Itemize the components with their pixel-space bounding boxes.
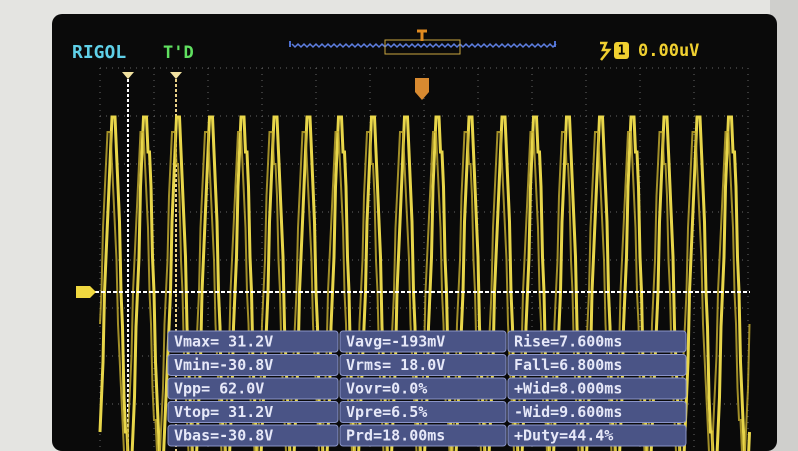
trigger-edge-icon <box>600 41 612 61</box>
measurement-cell <box>507 401 687 423</box>
measurement-cell <box>339 377 507 400</box>
measurement-cell <box>167 377 339 400</box>
measurement-text: Fall=6.800ms <box>514 356 622 374</box>
measurement-cell <box>167 354 339 376</box>
measurement-cell <box>167 424 339 447</box>
memory-bar <box>291 42 557 49</box>
trigger-pos-marker <box>417 29 427 41</box>
brand: RIGOL <box>72 42 126 63</box>
measurement-text: Vovr=0.0% <box>346 380 427 398</box>
measurement-cell <box>339 424 507 447</box>
channel-marker <box>76 286 96 298</box>
measurement-cell <box>339 401 507 423</box>
measurement-cell <box>167 401 339 423</box>
measurement-text: Vpp= 62.0V <box>174 380 264 398</box>
measurement-text: Vtop= 31.2V <box>174 403 273 421</box>
status: T'D <box>163 43 194 63</box>
measurement-text: Vmin=-30.8V <box>174 356 273 374</box>
measurement-cell <box>507 377 687 400</box>
measurement-cell <box>167 330 339 353</box>
measurement-cell <box>507 354 687 376</box>
measurement-cell <box>507 330 687 353</box>
measurement-text: Vmax= 31.2V <box>174 333 273 351</box>
channel-badge <box>614 42 629 59</box>
trigger-level: 0.00uV <box>638 41 699 61</box>
trigger-channel: 1 <box>618 44 626 59</box>
measurement-text: Vbas=-30.8V <box>174 427 273 445</box>
measurement-cell <box>339 354 507 376</box>
measurement-cell <box>339 330 507 353</box>
measurement-text: Vpre=6.5% <box>346 403 427 421</box>
measurement-text: Vrms= 18.0V <box>346 356 445 374</box>
measurement-cell <box>507 424 687 447</box>
measurement-text: Vavg=-193mV <box>346 333 445 351</box>
cursor-markers <box>122 72 182 79</box>
measurement-text: +Duty=44.4% <box>514 427 613 445</box>
trigger-point-marker <box>415 78 429 100</box>
measurement-text: Prd=18.00ms <box>346 427 445 445</box>
measurement-text: -Wid=9.600ms <box>514 403 622 421</box>
measurement-table: Vmax= 31.2V Vavg=-193mV Rise=7.600ms Vmin=-… <box>167 330 687 447</box>
measurement-text: +Wid=8.000ms <box>514 380 622 398</box>
measurement-text: Rise=7.600ms <box>514 333 622 351</box>
